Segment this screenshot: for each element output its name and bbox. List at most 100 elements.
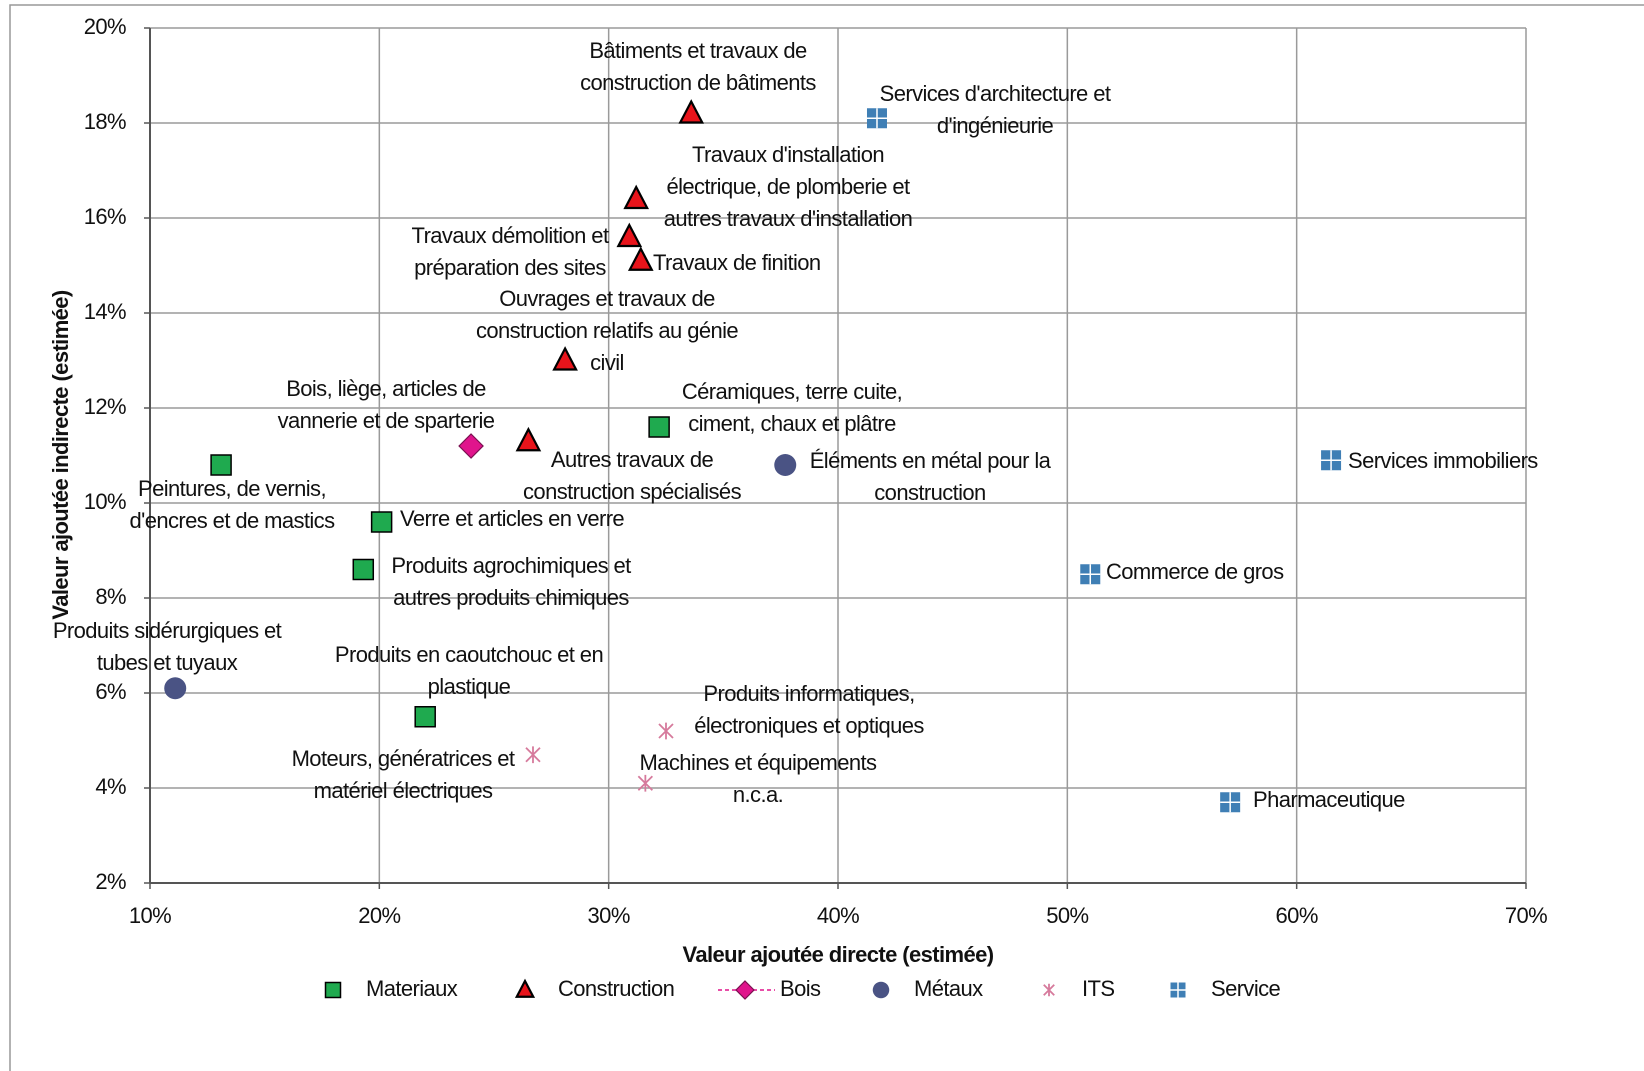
marker xyxy=(1321,450,1342,471)
marker-shape xyxy=(324,981,342,999)
label-line: autres travaux d'installation xyxy=(664,206,913,231)
label-line: construction spécialisés xyxy=(523,479,742,504)
label-line: Ouvrages et travaux de xyxy=(499,286,715,311)
point-label: Machines et équipements n.c.a. xyxy=(640,750,878,807)
legend-item: Construction xyxy=(558,976,675,1001)
point-label: Travaux de finition xyxy=(653,250,821,275)
label-line: Services d'architecture et xyxy=(880,81,1111,106)
chart-frame xyxy=(9,4,1644,1071)
marker-shape xyxy=(648,416,670,438)
y-tick-label: 16% xyxy=(84,204,126,229)
point-label: Services d'architecture et d'ingénieurie xyxy=(880,81,1111,138)
y-tick-label: 6% xyxy=(95,679,126,704)
legend-label: ITS xyxy=(1082,976,1114,1001)
legend-item: Materiaux xyxy=(366,976,458,1001)
marker xyxy=(1080,564,1101,585)
point-label: Ouvrages et travaux de construction relat… xyxy=(476,286,738,375)
label-line: Bois, liège, articles de xyxy=(286,376,486,401)
label-line: civil xyxy=(590,350,624,375)
marker-shape xyxy=(658,722,674,740)
x-tick-label: 40% xyxy=(817,903,859,928)
point-label: Moteurs, génératrices et matériel électri… xyxy=(292,746,515,803)
point-label: Céramiques, terre cuite, ciment, chaux et… xyxy=(682,379,902,436)
y-axis-title: Valeur ajoutée indirecte (estimée) xyxy=(48,290,73,620)
label-line: électrique, de plomberie et xyxy=(666,174,910,199)
marker-shape xyxy=(370,511,393,533)
x-tick-label: 20% xyxy=(358,903,400,928)
marker-shape xyxy=(872,981,890,999)
marker-shape xyxy=(164,677,187,700)
marker xyxy=(324,981,342,999)
marker-shape xyxy=(414,706,436,728)
marker xyxy=(1170,982,1186,998)
label-line: Commerce de gros xyxy=(1106,559,1284,584)
label-line: d'ingénieurie xyxy=(937,113,1054,138)
marker xyxy=(515,426,542,452)
marker xyxy=(866,108,887,129)
marker-shape xyxy=(514,978,536,998)
label-line: Éléments en métal pour la xyxy=(810,448,1052,473)
marker-shape xyxy=(352,558,375,581)
point-label: Commerce de gros xyxy=(1106,559,1284,584)
x-tick-label: 70% xyxy=(1505,903,1547,928)
label-line: Travaux d'installation xyxy=(692,142,884,167)
point-label: Produits agrochimiques et autres produits… xyxy=(391,553,631,610)
label-line: construction de bâtiments xyxy=(580,70,816,95)
point-label: Éléments en métal pour la construction xyxy=(810,448,1052,505)
marker xyxy=(658,722,674,740)
marker-shape xyxy=(627,246,654,271)
marker-shape xyxy=(616,222,643,248)
marker-shape xyxy=(637,774,653,792)
label-line: plastique xyxy=(428,674,511,699)
point-label: Bâtiments et travaux de construction de b… xyxy=(580,38,816,95)
label-line: Peintures, de vernis, xyxy=(138,476,326,501)
label-line: Produits en caoutchouc et en xyxy=(335,642,603,667)
marker-shape xyxy=(458,433,484,459)
marker xyxy=(872,981,890,999)
y-tick-label: 10% xyxy=(84,489,126,514)
y-tick-label: 20% xyxy=(84,14,126,39)
marker xyxy=(525,746,541,764)
label-line: d'encres et de mastics xyxy=(130,508,336,533)
label-line: Pharmaceutique xyxy=(1253,787,1405,812)
marker-shape xyxy=(1080,564,1101,585)
marker-shape xyxy=(735,980,755,1000)
label-line: autres produits chimiques xyxy=(393,585,629,610)
label-line: préparation des sites xyxy=(414,255,606,280)
x-tick-label: 30% xyxy=(588,903,630,928)
marker xyxy=(1043,983,1055,997)
marker-shape xyxy=(515,426,542,452)
marker xyxy=(627,246,654,271)
y-tick-label: 8% xyxy=(95,584,126,609)
point-label: Produits sidérurgiques et tubes et tuyaux xyxy=(53,618,282,675)
marker-shape xyxy=(866,108,887,129)
y-tick-label: 14% xyxy=(84,299,126,324)
marker xyxy=(616,222,643,248)
label-line: Produits sidérurgiques et xyxy=(53,618,282,643)
point-label: Verre et articles en verre xyxy=(400,506,624,531)
label-line: électroniques et optiques xyxy=(694,713,924,738)
point-label: Travaux d'installation électrique, de plo… xyxy=(664,142,913,231)
marker-shape xyxy=(623,184,650,210)
marker-shape xyxy=(1220,792,1241,813)
marker-shape xyxy=(774,454,797,476)
marker-shape xyxy=(1321,450,1342,471)
y-tick-label: 4% xyxy=(95,774,126,799)
marker-shape xyxy=(525,746,541,764)
marker xyxy=(648,416,670,438)
marker xyxy=(370,511,393,533)
marker xyxy=(735,980,755,1000)
legend-label: Bois xyxy=(780,976,821,1001)
marker-shape xyxy=(678,99,705,124)
y-tick-label: 12% xyxy=(84,394,126,419)
label-line: matériel électriques xyxy=(314,778,493,803)
marker xyxy=(774,454,797,476)
label-line: Machines et équipements xyxy=(640,750,878,775)
legend-item: ITS xyxy=(1082,976,1115,1001)
legend-item: Service xyxy=(1211,976,1281,1001)
marker xyxy=(623,184,650,210)
label-line: Produits informatiques, xyxy=(703,681,914,706)
marker xyxy=(210,454,232,476)
label-line: Bâtiments et travaux de xyxy=(589,38,807,63)
label-line: Moteurs, génératrices et xyxy=(292,746,515,771)
